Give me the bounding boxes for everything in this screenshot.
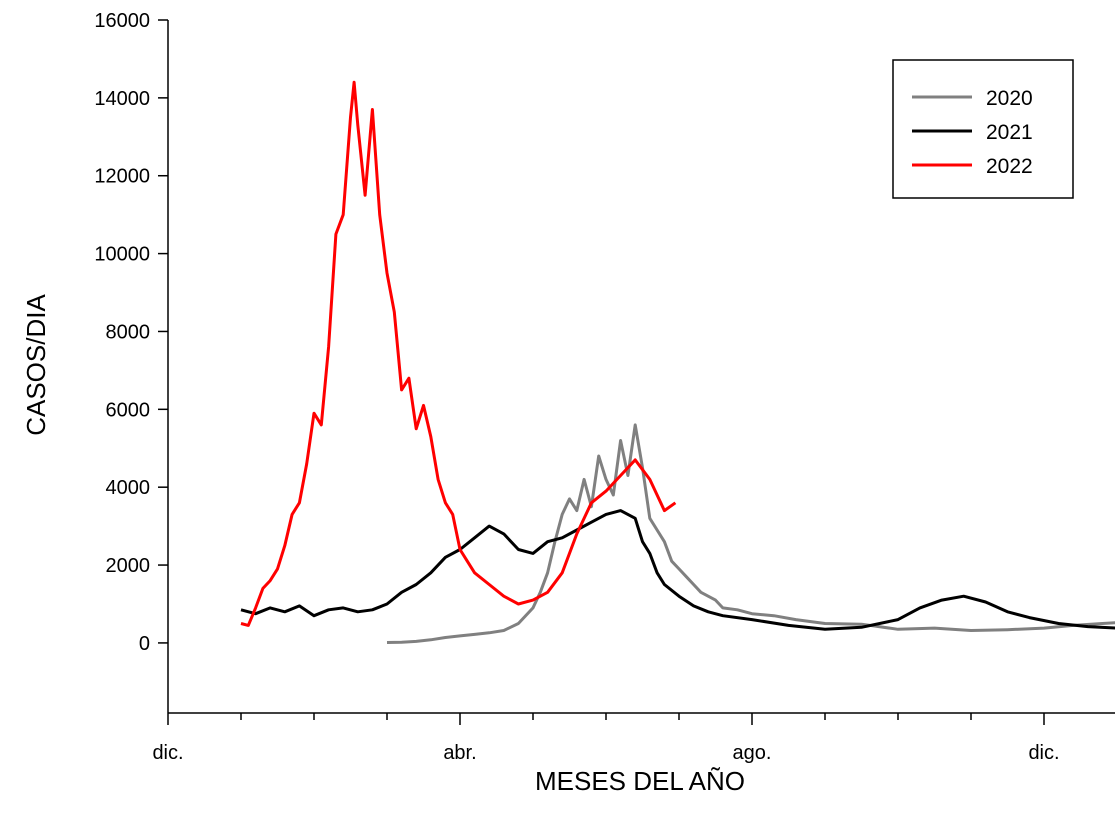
x-tick-label: dic. [152,742,183,764]
y-tick-label: 0 [139,633,150,655]
y-tick-label: 16000 [94,10,150,32]
y-tick-label: 4000 [106,477,151,499]
legend-label-2021: 2021 [986,121,1033,144]
y-tick-label: 8000 [106,321,151,343]
y-tick-label: 2000 [106,555,151,577]
legend-label-2020: 2020 [986,87,1033,110]
legend-box [892,59,1074,199]
x-axis-title: MESES DEL AÑO [535,766,745,796]
y-axis-title: CASOS/DIA [21,294,51,436]
series-layer [240,80,1115,644]
x-tick-label: abr. [443,742,476,764]
axes-group: 0 2000 4000 6000 8000 10000 12000 14000 16000 dic… [94,10,1115,764]
x-tick-label: ago. [733,742,772,764]
series-line-2021 [240,509,1115,631]
y-tick-label: 10000 [94,244,150,266]
y-tick-label: 6000 [106,399,151,421]
legend-label-2022: 2022 [986,155,1033,178]
x-tick-label: dic. [1028,742,1059,764]
y-tick-label: 14000 [94,88,150,110]
legend: 2020 2021 2022 [892,59,1074,199]
y-tick-label: 12000 [94,166,150,188]
series-line-2022 [240,80,677,627]
